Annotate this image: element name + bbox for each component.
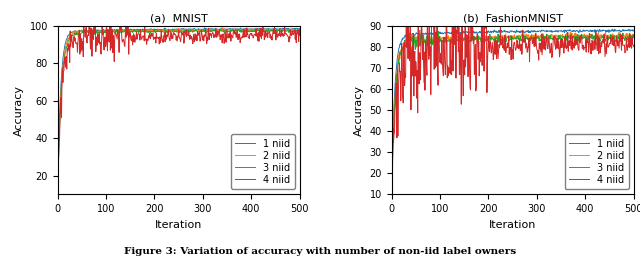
Legend: 1 niid, 2 niid, 3 niid, 4 niid: 1 niid, 2 niid, 3 niid, 4 niid [564,134,628,189]
3 niid [54,173,62,176]
3 niid [505,36,513,39]
Line: 4 niid: 4 niid [58,10,300,177]
4 niid [520,41,527,44]
4 niid [630,45,637,48]
4 niid [504,41,511,45]
1 niid [611,28,619,31]
4 niid [532,42,540,45]
2 niid [291,28,298,31]
3 niid [296,28,303,32]
4 niid [587,52,595,55]
3 niid [625,38,632,41]
2 niid [388,172,396,176]
Line: 3 niid: 3 niid [392,30,634,175]
Y-axis label: Accuracy: Accuracy [354,85,364,135]
2 niid [185,28,193,32]
1 niid [296,27,303,30]
3 niid [198,30,205,33]
Legend: 1 niid, 2 niid, 3 niid, 4 niid: 1 niid, 2 niid, 3 niid, 4 niid [230,134,295,189]
Text: Figure 3: Variation of accuracy with number of non-iid label owners: Figure 3: Variation of accuracy with num… [124,247,516,256]
3 niid [291,30,298,33]
1 niid [625,28,632,31]
3 niid [253,29,260,32]
3 niid [587,36,595,39]
2 niid [253,28,260,31]
4 niid [388,178,396,181]
2 niid [170,29,178,32]
2 niid [218,26,226,29]
2 niid [296,28,303,32]
2 niid [504,35,512,39]
1 niid [586,29,594,32]
1 niid [630,29,637,32]
3 niid [520,40,527,43]
Y-axis label: Accuracy: Accuracy [14,85,24,135]
3 niid [416,29,424,32]
3 niid [185,29,193,32]
1 niid [504,31,512,34]
4 niid [291,31,298,34]
2 niid [198,29,205,32]
1 niid [388,169,396,172]
Title: (b)  FashionMNIST: (b) FashionMNIST [463,14,563,24]
4 niid [296,34,303,37]
3 niid [169,29,177,32]
3 niid [532,37,540,40]
2 niid [625,35,632,38]
2 niid [532,36,540,39]
1 niid [185,28,193,31]
4 niid [170,31,177,34]
3 niid [170,30,178,33]
1 niid [519,31,527,34]
1 niid [54,169,62,172]
1 niid [532,30,540,33]
2 niid [54,172,62,175]
4 niid [198,34,206,38]
4 niid [54,176,62,179]
1 niid [169,27,177,31]
Line: 1 niid: 1 niid [58,28,300,170]
4 niid [171,32,179,35]
2 niid [602,31,609,34]
4 niid [106,8,114,11]
1 niid [291,27,298,30]
4 niid [186,35,193,39]
2 niid [503,36,511,39]
Line: 2 niid: 2 niid [392,32,634,174]
Line: 3 niid: 3 niid [58,29,300,175]
3 niid [504,36,511,39]
1 niid [503,30,511,33]
3 niid [630,36,637,39]
2 niid [586,33,594,36]
1 niid [253,28,260,31]
Title: (a)  MNIST: (a) MNIST [150,14,207,24]
X-axis label: Iteration: Iteration [155,220,202,229]
1 niid [201,26,209,30]
X-axis label: Iteration: Iteration [489,220,536,229]
3 niid [239,27,247,31]
4 niid [505,34,513,37]
2 niid [169,28,177,31]
4 niid [625,45,632,48]
Line: 1 niid: 1 niid [392,29,634,171]
Line: 2 niid: 2 niid [58,28,300,173]
Line: 4 niid: 4 niid [392,0,634,179]
1 niid [198,28,205,31]
3 niid [388,174,396,177]
2 niid [630,33,637,36]
4 niid [253,35,260,38]
2 niid [519,35,527,38]
1 niid [170,28,178,31]
